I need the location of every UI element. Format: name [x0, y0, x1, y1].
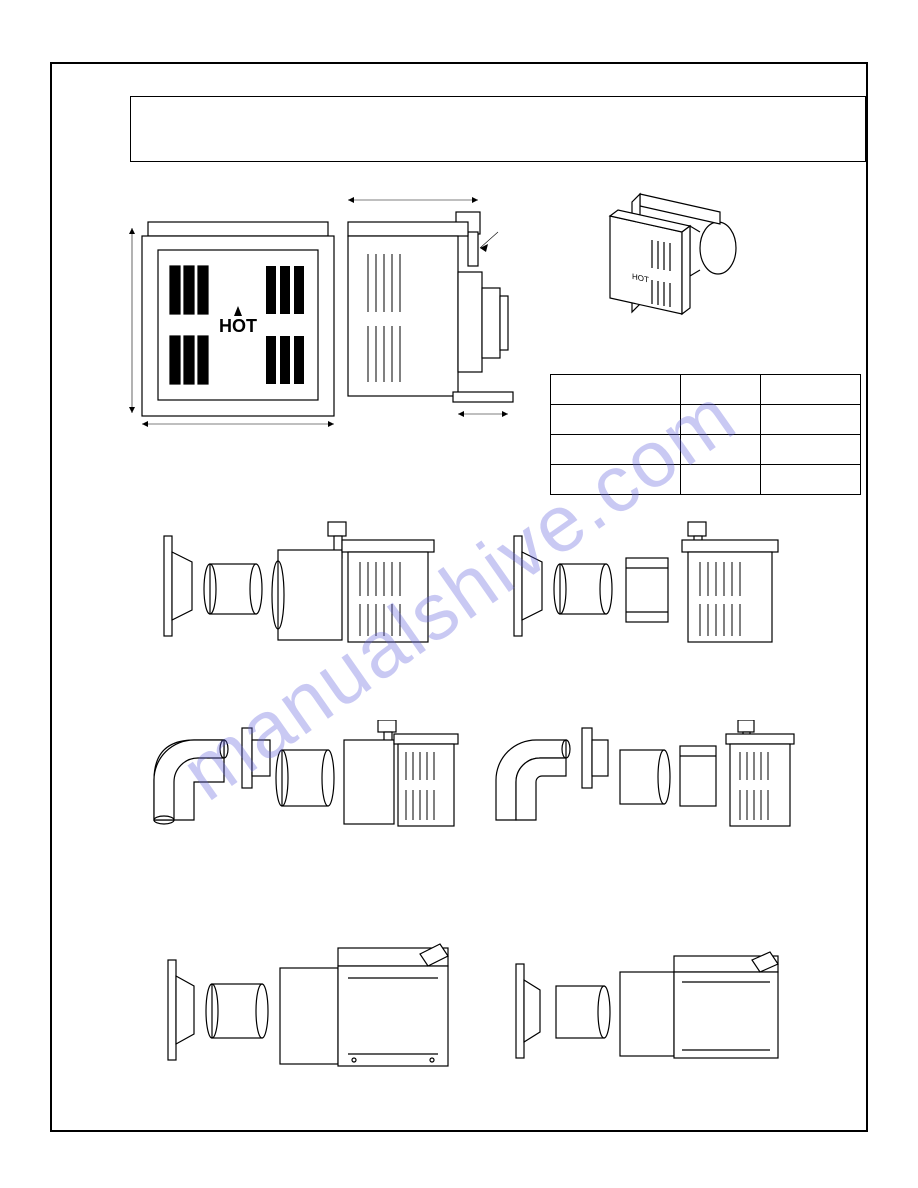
side-view-diagram — [338, 192, 548, 447]
table-row — [551, 405, 861, 435]
config-1-right — [510, 518, 800, 663]
title-box — [130, 96, 866, 162]
spec-table — [550, 374, 861, 495]
table-row — [551, 435, 861, 465]
config-3-right — [512, 950, 802, 1085]
config-2-right — [490, 720, 810, 865]
config-1-left — [160, 518, 450, 663]
config-3-left — [164, 938, 464, 1093]
table-row — [551, 465, 861, 495]
config-2-left — [148, 720, 468, 865]
iso-view-diagram: HOT — [580, 184, 750, 339]
front-view-diagram: HOT — [128, 218, 338, 433]
hot-label: HOT — [219, 316, 257, 336]
table-row — [551, 375, 861, 405]
